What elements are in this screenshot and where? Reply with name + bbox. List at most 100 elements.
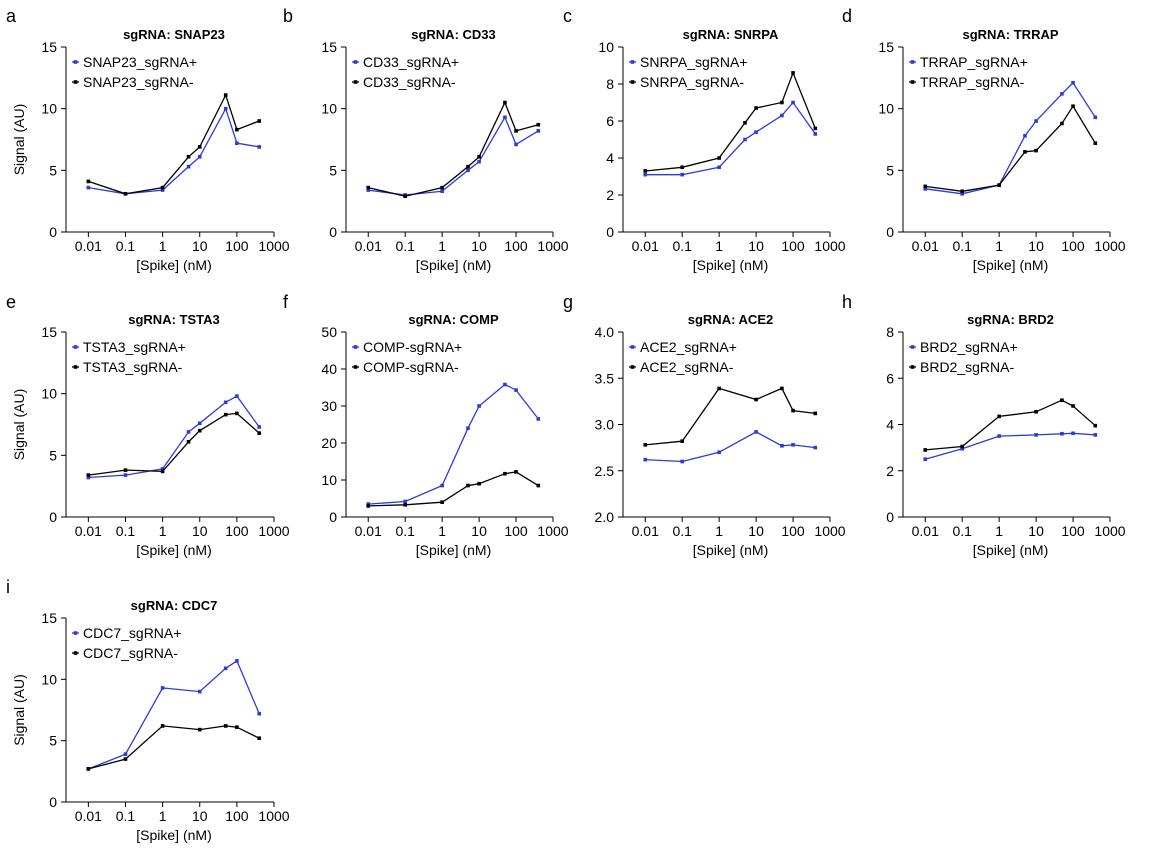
x-axis-label: [Spike] (nM) [973, 257, 1048, 273]
data-point [1060, 431, 1064, 436]
x-axis-label: [Spike] (nM) [136, 542, 211, 558]
y-tick-label: 5 [329, 162, 337, 178]
data-point [536, 122, 541, 127]
series-line-sgrna-minus [925, 104, 1096, 192]
x-tick-label: 0.01 [355, 238, 382, 254]
panel-d: d sgRNA: TRRAP 0 5 10 15 0.01 0.1 1 10 100 1000 [Spi… [842, 6, 1126, 273]
data-point [780, 386, 784, 391]
x-tick-label: 1000 [814, 238, 845, 254]
panel-letter: b [283, 6, 293, 26]
x-tick-label: 0.01 [75, 238, 102, 254]
legend-marker [910, 60, 915, 64]
data-point [123, 468, 128, 472]
y-tick-label: 0 [49, 794, 57, 810]
x-tick-label: 0.1 [672, 238, 692, 254]
data-point [717, 156, 721, 160]
y-tick-label: 50 [321, 324, 337, 340]
x-tick-label: 1 [159, 238, 167, 254]
y-tick-label: 30 [321, 398, 337, 414]
series-line-sgrna-minus [368, 471, 539, 507]
y-tick-label: 0 [49, 224, 57, 240]
data-point [235, 394, 239, 398]
legend-marker [73, 80, 78, 84]
data-point [235, 411, 239, 416]
data-point [791, 408, 795, 413]
data-point [123, 752, 128, 756]
chart-title: sgRNA: ACE2 [688, 312, 773, 327]
y-tick-label: 10 [41, 101, 57, 117]
legend-marker [353, 80, 358, 84]
x-tick-label: 0.01 [912, 523, 939, 539]
y-tick-label: 5 [886, 162, 894, 178]
x-tick-label: 100 [1061, 238, 1085, 254]
data-point [717, 450, 721, 455]
series-line-sgrna-plus [88, 395, 260, 479]
x-tick-label: 0.01 [75, 523, 102, 539]
legend-label: SNAP23_sgRNA- [83, 74, 194, 90]
y-tick-label: 10 [321, 101, 337, 117]
legend-label: ACE2_sgRNA- [640, 359, 734, 375]
legend-label: TSTA3_sgRNA- [83, 359, 183, 375]
x-tick-label: 0.1 [952, 523, 972, 539]
x-tick-label: 1 [715, 523, 723, 539]
x-tick-label: 10 [192, 523, 208, 539]
data-point [440, 483, 444, 488]
data-point [366, 502, 371, 506]
data-point [743, 121, 747, 125]
panel-letter: a [6, 6, 17, 26]
legend-label: SNRPA_sgRNA+ [640, 54, 748, 70]
series-line-sgrna-plus [645, 101, 816, 176]
y-tick-label: 6 [606, 113, 614, 129]
series-line-sgrna-plus [645, 431, 816, 463]
legend-label: CD33_sgRNA- [363, 74, 456, 90]
data-point [186, 164, 191, 169]
x-tick-label: 0.1 [116, 523, 136, 539]
data-point [717, 165, 721, 170]
x-tick-label: 0.1 [116, 238, 136, 254]
y-tick-label: 0 [886, 224, 894, 240]
data-point [235, 127, 239, 132]
x-tick-label: 0.01 [632, 523, 659, 539]
y-tick-label: 15 [41, 324, 57, 340]
x-tick-label: 1000 [258, 523, 289, 539]
y-tick-label: 15 [41, 39, 57, 55]
data-point [1023, 134, 1027, 138]
data-point [197, 154, 202, 159]
data-point [403, 502, 407, 507]
legend-label: SNAP23_sgRNA+ [83, 54, 197, 70]
data-point [754, 106, 758, 110]
legend-label: ACE2_sgRNA+ [640, 339, 737, 355]
y-tick-label: 5 [49, 733, 57, 749]
data-point [366, 504, 371, 508]
legend-label: BRD2_sgRNA+ [920, 339, 1018, 355]
chart-title: sgRNA: CD33 [411, 27, 496, 42]
x-tick-label: 10 [1028, 523, 1044, 539]
y-tick-label: 10 [41, 671, 57, 687]
data-point [257, 431, 262, 435]
data-point [791, 71, 795, 75]
y-tick-label: 15 [878, 39, 894, 55]
x-tick-label: 0.1 [395, 238, 415, 254]
data-point [1071, 104, 1075, 108]
data-point [403, 499, 407, 504]
data-point [923, 184, 928, 189]
data-point [960, 444, 964, 449]
x-tick-label: 0.01 [355, 523, 382, 539]
y-tick-label: 0 [329, 509, 337, 525]
x-axis-label: [Spike] (nM) [973, 542, 1048, 558]
panel-letter: d [842, 6, 852, 26]
series-line-sgrna-plus [368, 115, 539, 196]
chart-title: sgRNA: SNAP23 [123, 27, 225, 42]
data-point [680, 439, 684, 443]
x-axis-label: [Spike] (nM) [136, 257, 211, 273]
data-point [1060, 92, 1064, 96]
panel-letter: i [6, 577, 10, 597]
series-line-sgrna-minus [645, 387, 816, 446]
data-point [536, 417, 541, 421]
y-tick-label: 10 [41, 386, 57, 402]
x-tick-label: 10 [471, 238, 487, 254]
data-point [780, 443, 784, 448]
legend-label: CDC7_sgRNA- [83, 645, 178, 661]
y-tick-label: 20 [321, 435, 337, 451]
